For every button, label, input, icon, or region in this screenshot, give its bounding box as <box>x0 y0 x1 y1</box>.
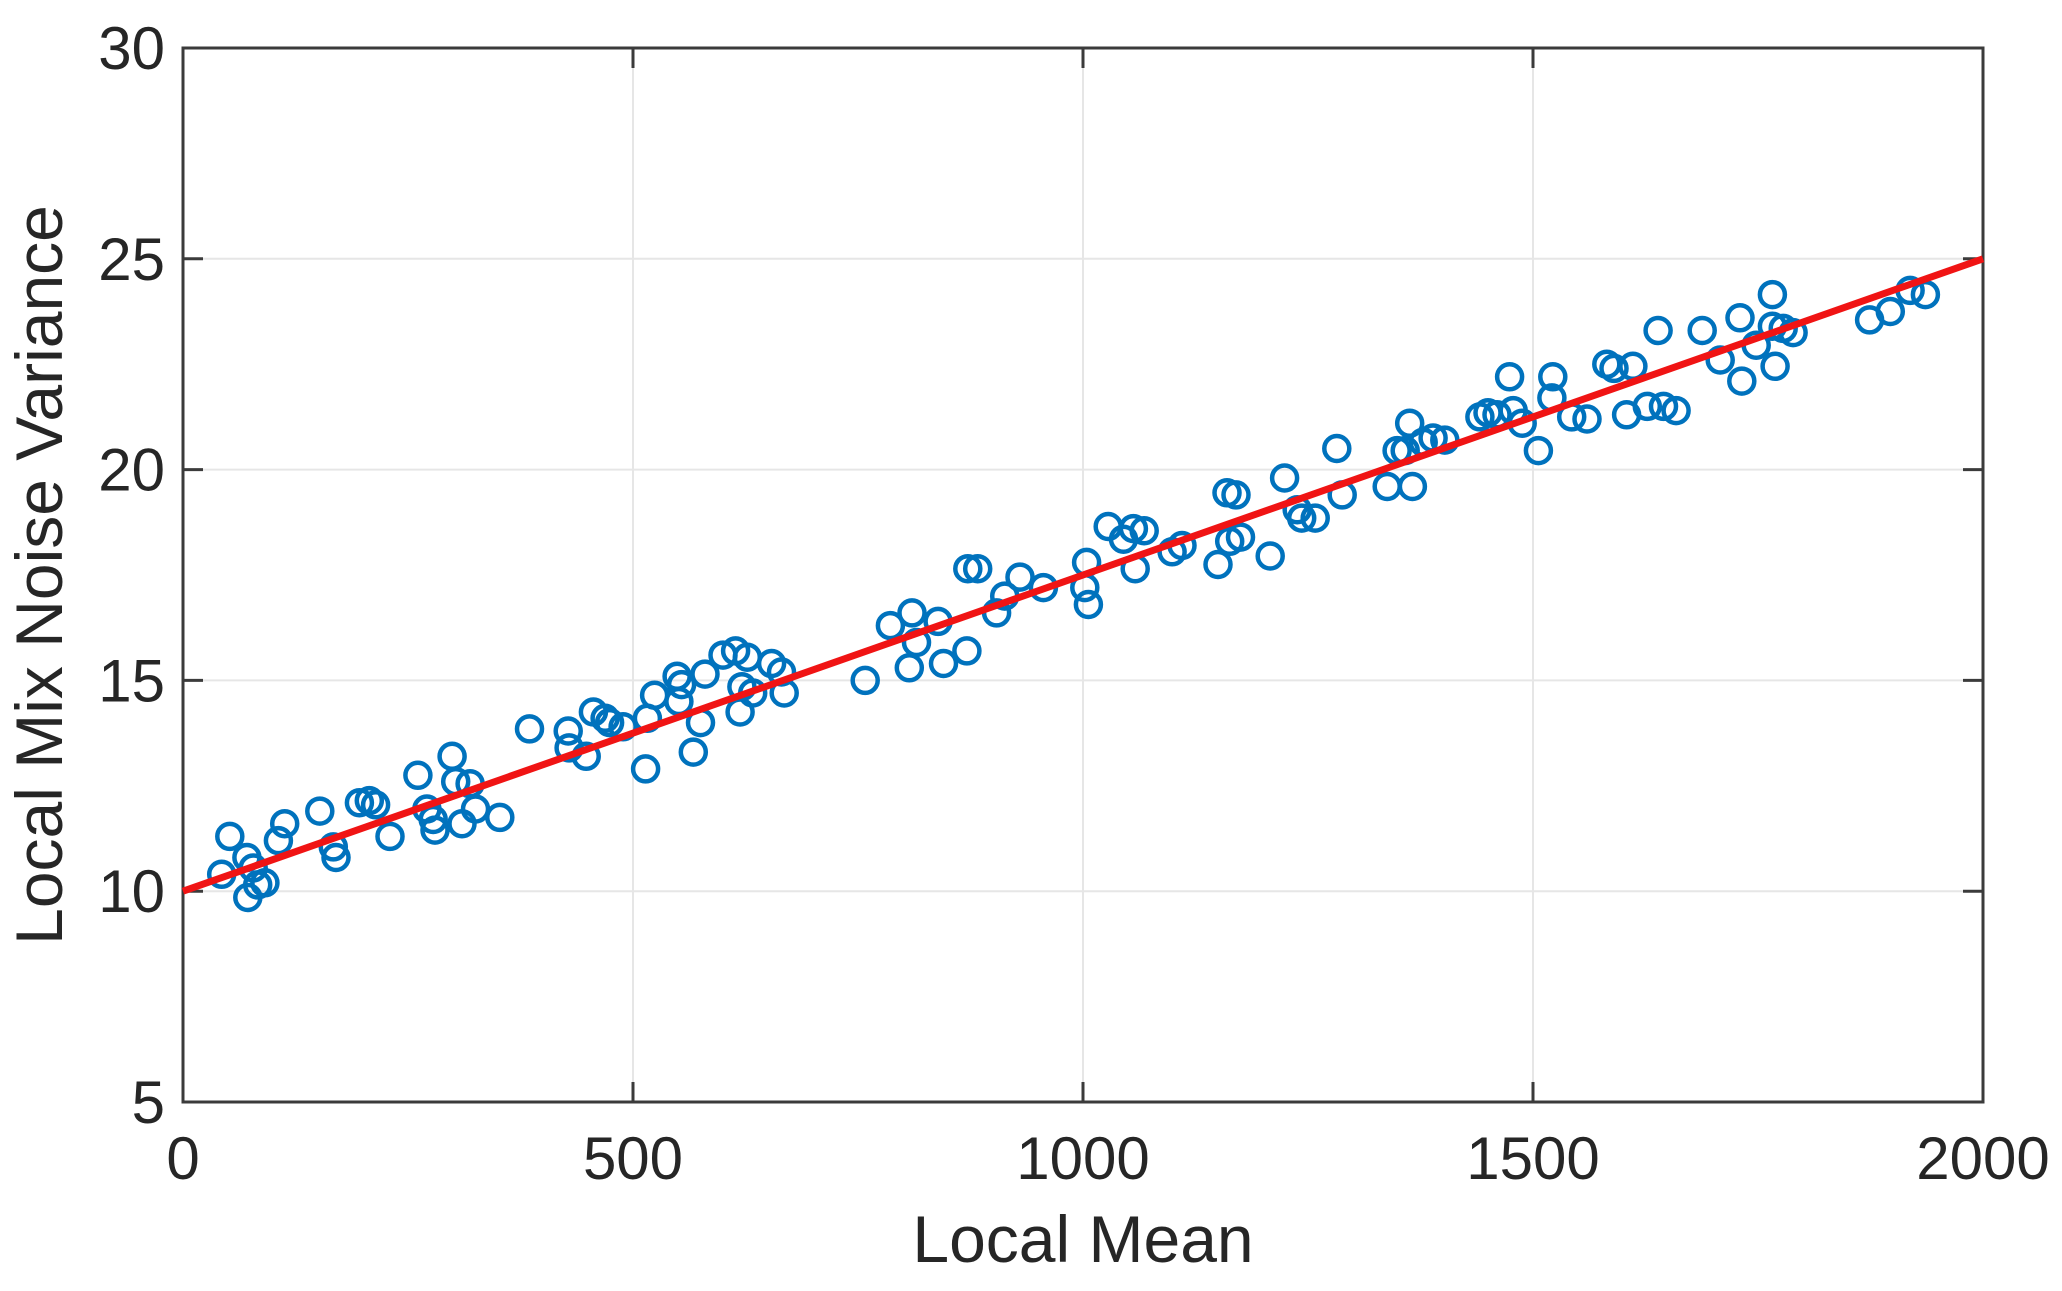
data-point <box>1255 541 1285 571</box>
data-point <box>1523 435 1554 466</box>
data-point <box>952 636 982 666</box>
y-tick-labels: 5 10 15 20 25 30 <box>98 15 165 1136</box>
y-tick-label: 15 <box>98 647 165 714</box>
data-point <box>1687 315 1717 346</box>
data-point <box>1322 433 1352 464</box>
data-point <box>1221 480 1251 510</box>
data-point <box>1661 395 1691 426</box>
data-point <box>690 659 720 689</box>
x-tick-labels: 0 500 1000 1500 2000 <box>166 1125 2049 1192</box>
data-point <box>360 790 391 820</box>
x-tick-label: 2000 <box>1916 1125 2049 1192</box>
data-point <box>1129 515 1159 546</box>
y-axis-label: Local Mix Noise Variance <box>2 205 76 945</box>
data-point <box>1372 471 1402 502</box>
data-point <box>1632 391 1663 422</box>
data-point <box>1073 589 1104 620</box>
x-tick-label: 500 <box>583 1125 683 1192</box>
y-tick-label: 5 <box>132 1069 165 1136</box>
data-point <box>1599 353 1629 384</box>
data-point <box>1269 463 1300 493</box>
data-points <box>206 275 1941 913</box>
fit-line <box>181 255 1985 895</box>
data-point <box>1225 522 1256 552</box>
data-point <box>1118 513 1149 544</box>
data-point <box>1203 549 1233 580</box>
data-point <box>630 754 661 784</box>
data-point <box>1397 471 1428 502</box>
data-point <box>639 680 670 710</box>
data-point <box>305 796 335 826</box>
data-point <box>725 697 755 727</box>
data-point <box>590 703 620 734</box>
data-point <box>1725 303 1755 333</box>
data-point <box>1643 315 1673 346</box>
x-tick-label: 1500 <box>1466 1125 1599 1192</box>
data-point <box>1300 503 1330 533</box>
data-point <box>897 598 927 628</box>
data-point <box>514 714 545 744</box>
data-point <box>1727 366 1757 396</box>
data-point <box>215 821 245 852</box>
data-point <box>894 653 925 683</box>
data-point <box>1494 362 1525 392</box>
data-point <box>875 610 906 641</box>
data-point <box>437 741 467 772</box>
y-tick-label: 10 <box>98 858 165 925</box>
data-point <box>447 808 477 839</box>
data-point <box>321 842 351 873</box>
data-point <box>594 707 625 738</box>
data-point <box>1648 391 1679 422</box>
data-point <box>1538 362 1568 392</box>
data-point <box>962 553 993 584</box>
data-point <box>460 794 491 824</box>
y-tick-label: 25 <box>98 226 165 293</box>
data-point <box>1005 562 1035 592</box>
data-point <box>953 553 983 584</box>
data-point <box>375 821 405 852</box>
data-point <box>678 737 709 767</box>
tick-marks <box>181 46 1985 1104</box>
x-tick-label: 0 <box>166 1125 199 1192</box>
y-tick-label: 20 <box>98 437 165 504</box>
data-point <box>1286 503 1317 533</box>
grid-lines <box>183 48 1983 1102</box>
data-point <box>403 760 433 791</box>
data-point <box>269 808 300 839</box>
data-point <box>1394 408 1425 438</box>
data-point <box>485 802 515 833</box>
x-tick-label: 1000 <box>1016 1125 1149 1192</box>
data-point <box>553 716 583 746</box>
data-point <box>263 825 294 856</box>
data-point <box>1572 404 1602 434</box>
data-point <box>1910 279 1941 310</box>
x-axis-label: Local Mean <box>912 1202 1253 1276</box>
data-point <box>420 815 450 845</box>
data-point <box>1757 279 1788 310</box>
data-point <box>666 669 697 700</box>
data-point <box>1875 296 1906 327</box>
y-tick-label: 30 <box>98 15 165 82</box>
data-point <box>850 665 880 696</box>
data-point <box>1760 351 1790 382</box>
data-point <box>928 648 959 679</box>
data-point <box>250 868 280 898</box>
